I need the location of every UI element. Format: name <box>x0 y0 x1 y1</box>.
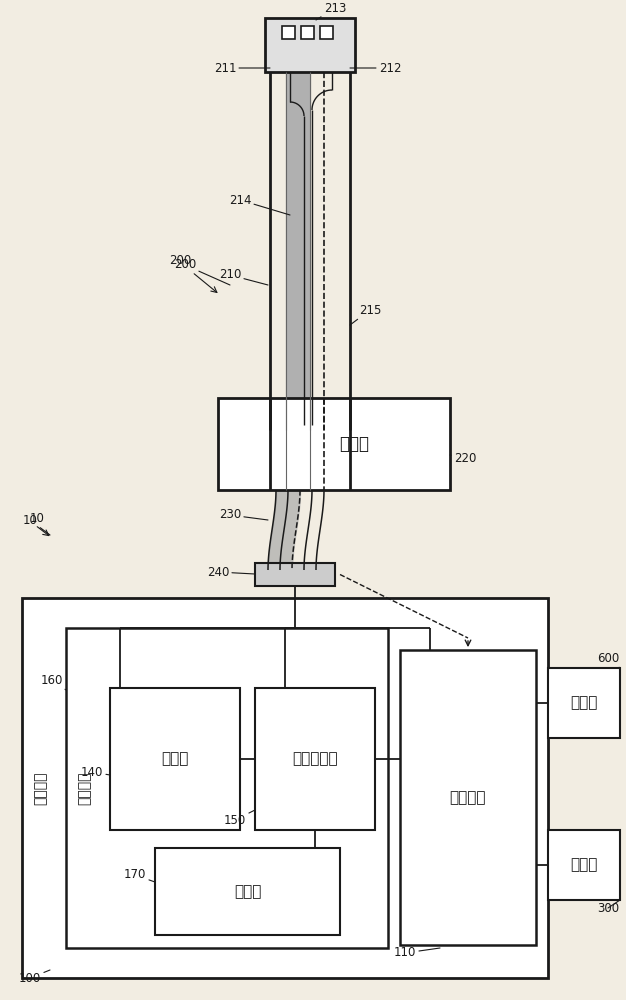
Text: 光源装置: 光源装置 <box>77 771 91 805</box>
Bar <box>66 628 388 948</box>
Bar <box>301 26 314 39</box>
Text: 操作部: 操作部 <box>339 435 369 453</box>
Text: 214: 214 <box>228 194 290 215</box>
Text: 230: 230 <box>219 508 268 522</box>
Bar <box>255 688 375 830</box>
Text: 160: 160 <box>41 674 66 690</box>
Polygon shape <box>286 398 310 490</box>
Text: 140: 140 <box>81 766 110 778</box>
Text: 150: 150 <box>224 810 255 826</box>
Bar <box>110 688 240 830</box>
Text: 10: 10 <box>30 512 45 524</box>
Text: 100: 100 <box>19 970 50 984</box>
Text: 600: 600 <box>597 652 620 668</box>
Bar <box>22 598 548 978</box>
Bar <box>548 668 620 738</box>
Text: 输入部: 输入部 <box>570 696 598 710</box>
Text: 控制装置: 控制装置 <box>33 771 47 805</box>
Text: 200: 200 <box>174 258 230 285</box>
Bar <box>155 848 340 935</box>
Text: 212: 212 <box>350 62 401 75</box>
Text: 240: 240 <box>207 566 255 578</box>
Text: 211: 211 <box>213 62 270 75</box>
Bar <box>255 563 335 586</box>
Text: 处理电路: 处理电路 <box>449 790 486 805</box>
Text: 220: 220 <box>450 452 476 464</box>
Text: 300: 300 <box>597 900 620 914</box>
Text: 213: 213 <box>316 1 346 20</box>
Text: 215: 215 <box>350 304 381 325</box>
Bar <box>265 18 355 72</box>
Bar <box>282 26 295 39</box>
Text: 显示部: 显示部 <box>570 857 598 872</box>
Bar <box>218 398 450 490</box>
Text: 存储部: 存储部 <box>234 884 261 899</box>
Text: 210: 210 <box>219 268 268 285</box>
Polygon shape <box>286 72 310 430</box>
Text: 光源控制器: 光源控制器 <box>292 752 338 766</box>
Text: 光源部: 光源部 <box>162 752 188 766</box>
Bar <box>548 830 620 900</box>
Text: 200: 200 <box>169 253 191 266</box>
Text: 110: 110 <box>394 946 440 960</box>
Text: 10: 10 <box>23 514 50 535</box>
Bar <box>320 26 333 39</box>
Bar <box>400 650 536 945</box>
Text: 170: 170 <box>124 868 155 882</box>
